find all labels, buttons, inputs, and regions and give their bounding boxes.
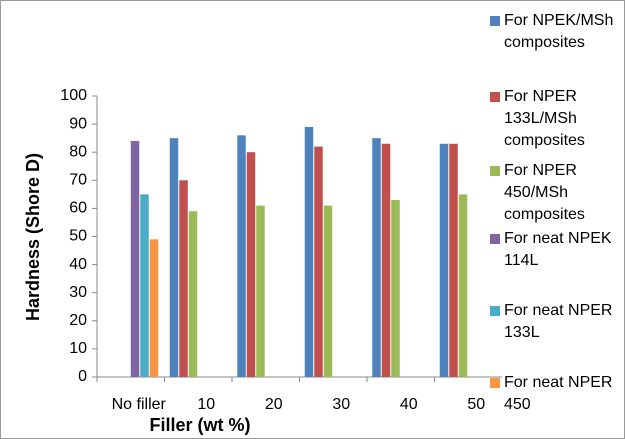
y-tick-label: 80 — [69, 143, 87, 160]
legend-swatch — [490, 306, 500, 316]
bar — [458, 194, 468, 377]
bar — [381, 143, 391, 377]
bar — [439, 143, 449, 377]
x-tick-label: 30 — [332, 396, 350, 413]
y-tick-label: 0 — [78, 368, 87, 385]
legend-label: For NPEK/MSh composites — [504, 12, 614, 51]
y-axis-title: Hardness (Shore D) — [23, 153, 43, 321]
y-tick-label: 30 — [69, 284, 87, 301]
bar — [140, 194, 149, 377]
x-tick-label: 50 — [467, 396, 485, 413]
legend-entry: For neat NPEK 114L — [490, 228, 620, 272]
bar — [237, 135, 246, 377]
x-tick-label: 20 — [265, 396, 283, 413]
bar — [323, 205, 333, 377]
y-tick-label: 50 — [69, 228, 87, 245]
y-tick-label: 10 — [69, 340, 87, 357]
bar — [391, 199, 400, 377]
bar — [179, 180, 188, 377]
legend-swatch — [490, 166, 500, 176]
bar — [149, 239, 159, 377]
y-tick-label: 20 — [69, 312, 87, 329]
bar — [449, 143, 458, 377]
x-tick-label: 40 — [400, 396, 418, 413]
bar — [169, 138, 179, 377]
legend-entry: For NPER 133L/MSh composites — [490, 86, 620, 152]
legend-swatch — [490, 378, 500, 388]
bar — [304, 126, 314, 377]
bar — [372, 138, 381, 377]
legend-label: For neat NPEK 114L — [504, 230, 612, 269]
legend-label: For neat NPER 133L — [504, 302, 613, 341]
bar — [314, 146, 323, 377]
bar — [246, 152, 256, 377]
y-tick-label: 70 — [69, 172, 87, 189]
legend-entry: For NPEK/MSh composites — [490, 10, 620, 54]
bar — [130, 140, 140, 377]
legend-label: For NPER 133L/MSh composites — [504, 88, 585, 149]
x-tick-label: 10 — [197, 396, 215, 413]
legend-swatch — [490, 234, 500, 244]
legend-entry: For neat NPER 133L — [490, 300, 620, 344]
legend-entry: For NPER 450/MSh composites — [490, 160, 620, 226]
legend-label: For NPER 450/MSh composites — [504, 162, 585, 223]
x-axis-title: Filler (wt %) — [149, 415, 250, 435]
x-tick-label: No filler — [112, 396, 167, 413]
legend-swatch — [490, 16, 500, 26]
bar — [256, 205, 265, 377]
bar — [188, 211, 198, 377]
y-tick-label: 100 — [60, 87, 87, 104]
y-tick-label: 90 — [69, 115, 87, 132]
y-tick-label: 40 — [69, 256, 87, 273]
y-tick-label: 60 — [69, 200, 87, 217]
legend-swatch — [490, 92, 500, 102]
legend-entry: For neat NPER 450 — [490, 372, 620, 416]
legend-label: For neat NPER 450 — [504, 374, 613, 413]
